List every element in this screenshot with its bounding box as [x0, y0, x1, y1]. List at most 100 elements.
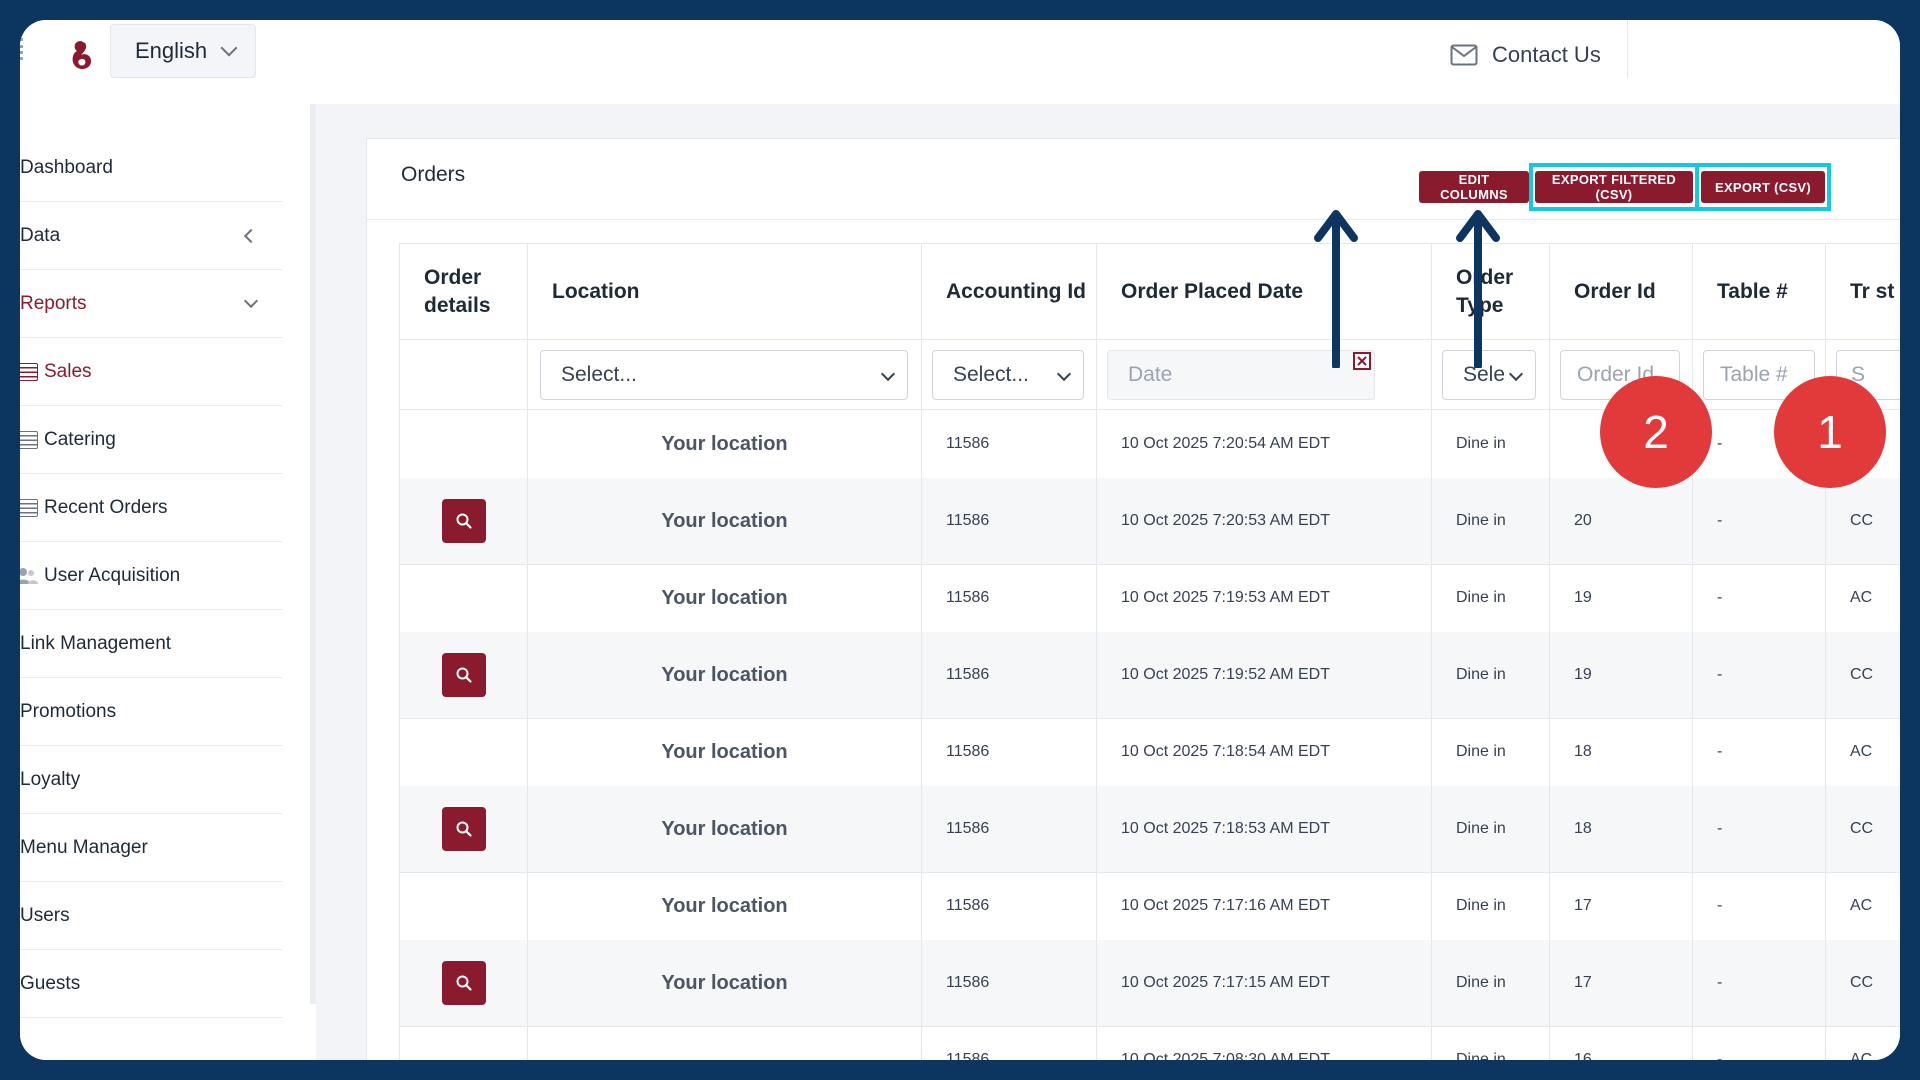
card-header: Orders EDIT COLUMNS EXPORT FILTERED (CSV… [367, 139, 1900, 220]
search-icon [456, 667, 472, 683]
menu-handle-icon[interactable] [20, 38, 27, 60]
sidebar-item-menu-manager[interactable]: Menu Manager [20, 814, 282, 882]
sidebar-item-label: Recent Orders [44, 496, 168, 518]
sidebar-item-user-acquisition[interactable]: User Acquisition [20, 542, 282, 610]
column-header-order-id[interactable]: Order Id [1550, 244, 1693, 340]
table-row[interactable]: 11586 10 Oct 2025 7:08:30 AM EDT Dine in 16… [400, 1026, 1900, 1060]
location-cell: Your location [528, 872, 922, 940]
highlight-box [1529, 163, 1699, 211]
filter-cell: Date [1097, 340, 1432, 410]
table-number-cell: - [1693, 940, 1826, 1026]
column-header-table-number[interactable]: Table # [1693, 244, 1826, 340]
report-list-icon [20, 362, 38, 381]
sidebar [20, 104, 316, 1060]
order-type-cell: Dine in [1432, 786, 1550, 872]
filter-cell [400, 340, 528, 410]
order-type-cell: Dine in [1432, 1026, 1550, 1060]
report-list-icon [20, 498, 38, 517]
table-row[interactable]: Your location 11586 10 Oct 2025 7:19:52 AM… [400, 632, 1900, 719]
view-order-button[interactable] [441, 499, 486, 543]
order-details-cell [400, 478, 528, 564]
table-row[interactable]: Your location 11586 10 Oct 2025 7:19:53 AM… [400, 564, 1900, 633]
order-date-cell: 10 Oct 2025 7:19:53 AM EDT [1097, 564, 1432, 632]
annotation-arrow-up [1314, 210, 1358, 368]
sidebar-item-promotions[interactable]: Promotions [20, 678, 282, 746]
sidebar-item-label: Loyalty [20, 768, 81, 790]
column-header-order-details[interactable]: Order details [400, 244, 528, 340]
location-filter-select[interactable]: Select... [540, 350, 908, 400]
language-select[interactable]: English [110, 24, 256, 78]
order-date-cell: 10 Oct 2025 7:08:30 AM EDT [1097, 1026, 1432, 1060]
contact-us-label: Contact Us [1492, 42, 1601, 67]
clear-date-icon[interactable] [1353, 352, 1371, 370]
table-row[interactable]: Your location 11586 10 Oct 2025 7:20:53 AM… [400, 478, 1900, 565]
users-icon [20, 567, 38, 584]
mail-icon [1450, 44, 1478, 66]
view-order-button[interactable] [441, 807, 486, 851]
table-number-cell: - [1693, 786, 1826, 872]
brand-logo-icon [72, 41, 92, 70]
view-order-button[interactable] [441, 653, 486, 697]
export-filtered-csv-button[interactable]: EXPORT FILTERED (CSV) [1535, 171, 1693, 203]
edit-columns-button[interactable]: EDIT COLUMNS [1419, 171, 1529, 203]
filter-cell: Select... [528, 340, 922, 410]
column-header-accounting-id[interactable]: Accounting Id [922, 244, 1097, 340]
sidebar-item-catering[interactable]: Catering [20, 406, 282, 474]
accounting-id-filter-select[interactable]: Select... [932, 350, 1084, 400]
sidebar-item-users[interactable]: Users [20, 882, 282, 950]
contact-us-link[interactable]: Contact Us [1450, 38, 1601, 72]
table-row[interactable]: Your location 11586 10 Oct 2025 7:18:53 AM… [400, 786, 1900, 873]
sidebar-item-recent-orders[interactable]: Recent Orders [20, 474, 282, 542]
chevron-down-icon [1508, 366, 1524, 382]
chevron-down-icon [1056, 366, 1072, 382]
sidebar-item-label: Link Management [20, 632, 172, 654]
sidebar-item-dashboard[interactable]: Dashboard [20, 134, 282, 202]
table-number-cell: - [1693, 1026, 1826, 1060]
search-icon [456, 513, 472, 529]
location-cell [528, 1026, 922, 1060]
order-date-cell: 10 Oct 2025 7:20:53 AM EDT [1097, 478, 1432, 564]
tr-cell: CC [1826, 632, 1900, 718]
accounting-id-cell: 11586 [922, 478, 1097, 564]
sidebar-item-label: Users [20, 904, 70, 926]
table-row[interactable]: Your location 11586 10 Oct 2025 7:17:15 AM… [400, 940, 1900, 1027]
date-filter-input[interactable]: Date [1107, 350, 1375, 400]
accounting-id-cell: 11586 [922, 410, 1097, 478]
orders-card: Orders EDIT COLUMNS EXPORT FILTERED (CSV… [366, 138, 1900, 1060]
order-type-cell: Dine in [1432, 632, 1550, 718]
order-type-cell: Dine in [1432, 564, 1550, 632]
table-row[interactable]: Your location 11586 10 Oct 2025 7:17:16 AM… [400, 872, 1900, 941]
location-cell: Your location [528, 718, 922, 786]
sidebar-item-link-management[interactable]: Link Management [20, 610, 282, 678]
language-label: English [135, 38, 208, 63]
tr-cell: CC [1826, 786, 1900, 872]
sidebar-item-guests[interactable]: Guests [20, 950, 282, 1018]
order-id-cell: 18 [1550, 786, 1693, 872]
order-type-filter-select[interactable]: Sele [1442, 350, 1536, 400]
order-details-cell [400, 718, 528, 786]
order-details-cell [400, 632, 528, 718]
order-id-cell: 18 [1550, 718, 1693, 786]
sidebar-item-loyalty[interactable]: Loyalty [20, 746, 282, 814]
header-divider [1627, 20, 1628, 78]
order-type-cell: Dine in [1432, 872, 1550, 940]
table-row[interactable]: Your location 11586 10 Oct 2025 7:18:54 AM… [400, 718, 1900, 787]
sidebar-item-reports[interactable]: Reports [20, 270, 282, 338]
column-header-order-placed-date[interactable]: Order Placed Date [1097, 244, 1432, 340]
export-csv-button[interactable]: EXPORT (CSV) [1701, 171, 1825, 203]
column-header-order-type[interactable]: Order Type [1432, 244, 1550, 340]
location-cell: Your location [528, 632, 922, 718]
sidebar-item-sales[interactable]: Sales [20, 338, 282, 406]
column-header-tr[interactable]: Tr st [1826, 244, 1900, 340]
table-filter-placeholder: Table # [1720, 363, 1788, 386]
view-order-button[interactable] [441, 961, 486, 1005]
accounting-id-cell: 11586 [922, 1026, 1097, 1060]
location-cell: Your location [528, 786, 922, 872]
table-number-cell: - [1693, 872, 1826, 940]
report-list-icon [20, 430, 38, 449]
order-id-cell: 19 [1550, 564, 1693, 632]
column-header-location[interactable]: Location [528, 244, 922, 340]
tr-cell: AC [1826, 718, 1900, 786]
accounting-id-cell: 11586 [922, 718, 1097, 786]
sidebar-item-data[interactable]: Data [20, 202, 282, 270]
